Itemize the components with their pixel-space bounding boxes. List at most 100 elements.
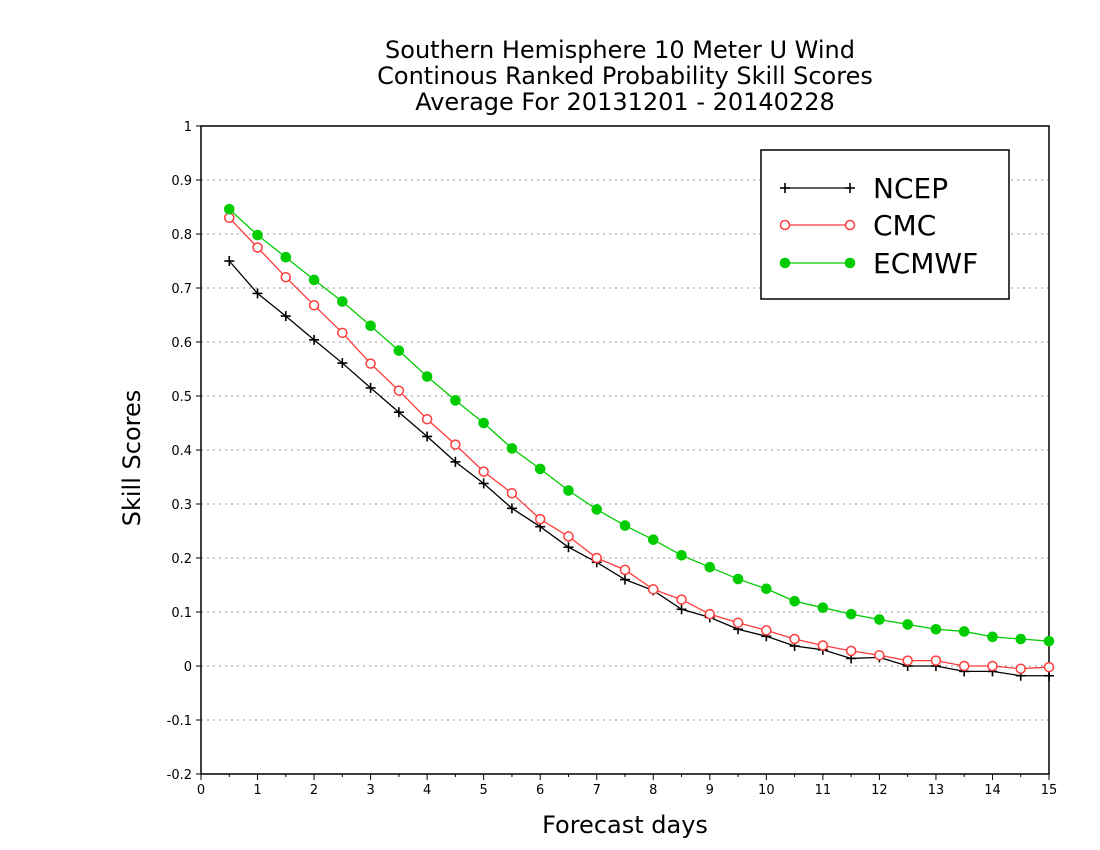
- point-cmc-23: [874, 649, 885, 661]
- point-cmc-18: [732, 617, 744, 629]
- point-cmc-6: [393, 385, 405, 396]
- point-cmc-10: [506, 487, 518, 499]
- point-cmc-25: [930, 655, 942, 666]
- point-ecmwf-15: [647, 534, 659, 545]
- x-tick-label-1: 1: [253, 783, 261, 798]
- x-tick-label-11: 11: [815, 783, 832, 798]
- chart-title-line-1: Southern Hemisphere 10 Meter U Wind: [385, 36, 855, 64]
- point-ecmwf-3: [308, 274, 320, 286]
- point-ecmwf-19: [761, 583, 772, 595]
- point-ecmwf-21: [817, 602, 829, 613]
- y-tick-label-7: 0.5: [171, 390, 192, 405]
- point-ecmwf-1: [252, 229, 263, 241]
- x-tick-label-8: 8: [649, 783, 657, 798]
- point-ecmwf-24: [902, 619, 913, 630]
- point-ncep-3: [309, 334, 320, 345]
- legend-item-ecmwf: ECMWF: [779, 247, 978, 280]
- series-ncep: [224, 256, 1054, 681]
- point-ncep-2: [280, 311, 291, 322]
- point-cmc-12: [563, 531, 574, 542]
- x-tick-label-14: 14: [984, 783, 1001, 798]
- point-cmc-13: [591, 552, 602, 564]
- x-tick-label-6: 6: [536, 783, 544, 798]
- x-tick-label-13: 13: [928, 783, 945, 798]
- point-cmc-9: [478, 466, 489, 477]
- legend: NCEP CMC ECMWF: [760, 149, 1010, 300]
- point-ecmwf-0: [223, 203, 235, 215]
- chart-title: Southern Hemisphere 10 Meter U Wind Cont…: [377, 36, 873, 116]
- legend-marker-left-cmc: [779, 219, 791, 231]
- point-ncep-0: [224, 256, 235, 266]
- point-cmc-19: [761, 625, 772, 636]
- point-ecmwf-20: [789, 595, 800, 607]
- point-cmc-11: [534, 513, 546, 525]
- point-ncep-16: [676, 604, 687, 615]
- point-ncep-12: [563, 542, 574, 553]
- y-tick-label-12: 1: [184, 120, 192, 135]
- y-tick-label-6: 0.4: [171, 444, 192, 459]
- series-ecmwf: [223, 203, 1055, 647]
- point-ecmwf-25: [930, 623, 942, 635]
- x-tick-label-12: 12: [871, 783, 888, 798]
- point-cmc-3: [308, 300, 320, 311]
- point-cmc-14: [619, 564, 631, 576]
- x-tick-label-4: 4: [423, 783, 431, 798]
- point-ncep-8: [450, 456, 461, 467]
- point-ecmwf-28: [1015, 633, 1027, 645]
- legend-label-ncep: NCEP: [873, 172, 948, 205]
- point-ecmwf-9: [478, 417, 489, 429]
- point-ncep-6: [393, 407, 404, 418]
- y-tick-label-5: 0.3: [171, 498, 192, 513]
- point-ncep-4: [337, 358, 348, 369]
- x-tick-label-7: 7: [593, 783, 601, 798]
- point-ecmwf-10: [506, 443, 518, 454]
- y-tick-label-10: 0.8: [171, 228, 192, 243]
- point-ncep-7: [422, 431, 433, 442]
- y-tick-label-4: 0.2: [171, 552, 192, 567]
- point-ecmwf-17: [704, 561, 716, 573]
- point-ecmwf-12: [563, 485, 574, 496]
- y-tick-label-1: -0.1: [167, 714, 192, 729]
- point-cmc-17: [704, 608, 716, 620]
- point-ecmwf-2: [280, 251, 292, 263]
- point-ecmwf-7: [421, 371, 433, 382]
- point-cmc-8: [450, 439, 461, 450]
- x-tick-label-0: 0: [197, 783, 205, 798]
- point-ecmwf-23: [874, 614, 885, 625]
- point-cmc-1: [252, 242, 263, 253]
- point-ncep-10: [506, 503, 517, 514]
- point-ncep-29: [1044, 670, 1054, 681]
- axis-ticks: -0.2-0.100.10.20.30.40.50.60.70.80.910 1 2…: [167, 120, 1058, 798]
- legend-item-cmc: CMC: [779, 209, 936, 242]
- point-cmc-24: [902, 655, 913, 666]
- legend-label-cmc: CMC: [873, 209, 936, 242]
- point-cmc-4: [337, 327, 348, 339]
- point-ecmwf-18: [732, 573, 744, 585]
- legend-marker-right-cmc: [844, 219, 856, 231]
- y-tick-label-2: 0: [184, 660, 192, 675]
- point-cmc-21: [817, 640, 829, 651]
- series-cmc: [224, 212, 1055, 674]
- point-cmc-26: [958, 660, 970, 672]
- point-cmc-22: [845, 645, 857, 657]
- x-axis-label: Forecast days: [542, 811, 708, 839]
- point-cmc-0: [224, 212, 235, 224]
- chart-title-line-2: Continous Ranked Probability Skill Score…: [377, 62, 873, 90]
- point-cmc-15: [648, 584, 659, 595]
- y-tick-label-9: 0.7: [171, 282, 192, 297]
- point-cmc-16: [676, 594, 687, 605]
- point-ecmwf-4: [337, 296, 348, 307]
- legend-item-ncep: NCEP: [780, 172, 948, 205]
- point-cmc-27: [987, 660, 998, 672]
- data-series: [223, 203, 1055, 681]
- x-tick-label-3: 3: [366, 783, 374, 798]
- y-tick-label-3: 0.1: [171, 606, 192, 621]
- point-ecmwf-16: [676, 550, 687, 561]
- x-tick-label-2: 2: [310, 783, 318, 798]
- point-ecmwf-11: [534, 463, 546, 475]
- x-tick-label-9: 9: [706, 783, 714, 798]
- point-ecmwf-6: [393, 345, 405, 356]
- y-axis-label: Skill Scores: [118, 390, 146, 527]
- legend-marker-right-ecmwf: [844, 257, 856, 269]
- y-tick-label-8: 0.6: [171, 336, 192, 351]
